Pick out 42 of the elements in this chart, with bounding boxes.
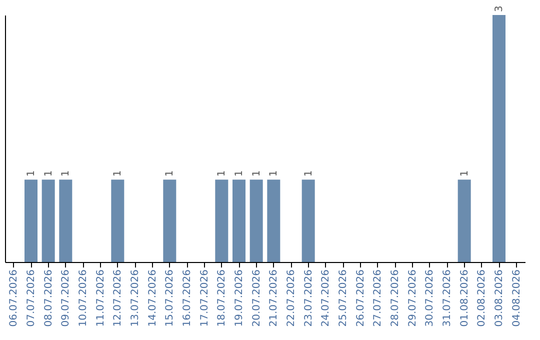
- x-tick-label: 27.07.2026: [372, 270, 384, 327]
- x-tick-label: 16.07.2026: [182, 270, 193, 327]
- data-label: 1: [164, 170, 176, 177]
- data-label: 1: [251, 170, 262, 177]
- x-tick-label: 20.07.2026: [251, 270, 262, 327]
- x-tick-label: 08.07.2026: [43, 270, 54, 327]
- x-tick-label: 31.07.2026: [442, 270, 453, 327]
- x-tick-label: 29.07.2026: [407, 270, 418, 327]
- x-tick-label: 07.07.2026: [26, 270, 37, 327]
- x-tick-label: 13.07.2026: [130, 270, 141, 327]
- data-label: 1: [459, 170, 470, 177]
- x-tick-label: 26.07.2026: [355, 270, 366, 327]
- x-tick-label: 12.07.2026: [112, 270, 124, 327]
- data-label: 1: [268, 170, 280, 177]
- x-tick-label: 02.08.2026: [476, 270, 488, 327]
- data-label: 1: [26, 170, 37, 177]
- data-label: 1: [43, 170, 54, 177]
- data-label: 3: [494, 6, 505, 12]
- x-tick-label: 28.07.2026: [390, 270, 401, 327]
- x-tick-label: 25.07.2026: [338, 270, 349, 327]
- x-tick-label: 23.07.2026: [303, 270, 314, 327]
- x-tick-label: 18.07.2026: [216, 270, 228, 327]
- data-label: 1: [216, 170, 228, 177]
- x-tick-label: 17.07.2026: [199, 270, 210, 327]
- x-tick-label: 11.07.2026: [95, 270, 106, 327]
- x-tick-label: 30.07.2026: [424, 270, 436, 327]
- x-tick-label: 14.07.2026: [147, 270, 158, 327]
- x-tick-label: 01.08.2026: [459, 270, 470, 327]
- x-tick-label: 19.07.2026: [234, 270, 245, 327]
- x-tick-label: 10.07.2026: [78, 270, 89, 327]
- x-tick-label: 03.08.2026: [494, 270, 505, 327]
- x-tick-label: 09.07.2026: [60, 270, 72, 327]
- data-label: 1: [234, 170, 245, 177]
- x-tick-label: 06.07.2026: [8, 270, 20, 327]
- x-tick-label: 22.07.2026: [286, 270, 297, 327]
- x-tick-label: 21.07.2026: [268, 270, 280, 327]
- x-tick-label: 04.08.2026: [511, 270, 522, 327]
- x-tick-label: 24.07.2026: [320, 270, 332, 327]
- data-label: 1: [60, 170, 72, 177]
- x-tick-label: 15.07.2026: [164, 270, 176, 327]
- data-label: 1: [303, 170, 314, 177]
- data-label: 1: [112, 170, 124, 177]
